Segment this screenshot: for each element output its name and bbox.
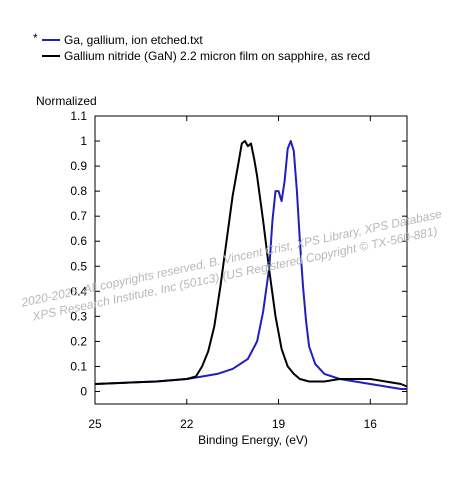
x-tick-label: 16 [364,417,378,431]
series-layer [94,140,408,390]
x-tick-label: 19 [272,417,286,431]
x-tick-label: 22 [180,417,194,431]
y-tick-label: 0.3 [70,309,87,323]
y-tick-label: 0.6 [70,234,87,248]
y-axis: 0 0.1 0.2 0.3 0.4 0.5 0.6 0.7 0.8 0.9 1 1.1 [70,109,407,398]
y-tick-label: 0.1 [70,359,87,373]
y-tick-label: 0.7 [70,209,87,223]
y-axis-title: Normalized [36,94,97,108]
y-tick-label: 0 [80,384,87,398]
watermark-line-2: XPS Research Institute, Inc (501c3) (US … [30,224,439,324]
legend: * Ga, gallium, ion etched.txt Gallium ni… [33,31,370,63]
y-tick-label: 0.9 [70,159,87,173]
y-tick-label: 0.4 [70,284,87,298]
legend-asterisk: * [33,31,38,45]
series-line-gan [94,140,408,388]
x-tick-label: 25 [88,417,102,431]
legend-label-gan: Gallium nitride (GaN) 2.2 micron film on… [64,49,370,63]
legend-label-ga: Ga, gallium, ion etched.txt [64,33,203,47]
plot-frame [94,115,408,405]
series-line-ga [94,140,407,390]
y-tick-label: 1 [80,134,87,148]
y-tick-label: 0.5 [70,259,87,273]
x-axis-title: Binding Energy, (eV) [198,433,308,447]
y-tick-label: 1.1 [70,109,87,123]
y-tick-label: 0.8 [70,184,87,198]
y-tick-label: 0.2 [70,334,87,348]
x-axis: 25 22 19 16 [88,116,377,431]
